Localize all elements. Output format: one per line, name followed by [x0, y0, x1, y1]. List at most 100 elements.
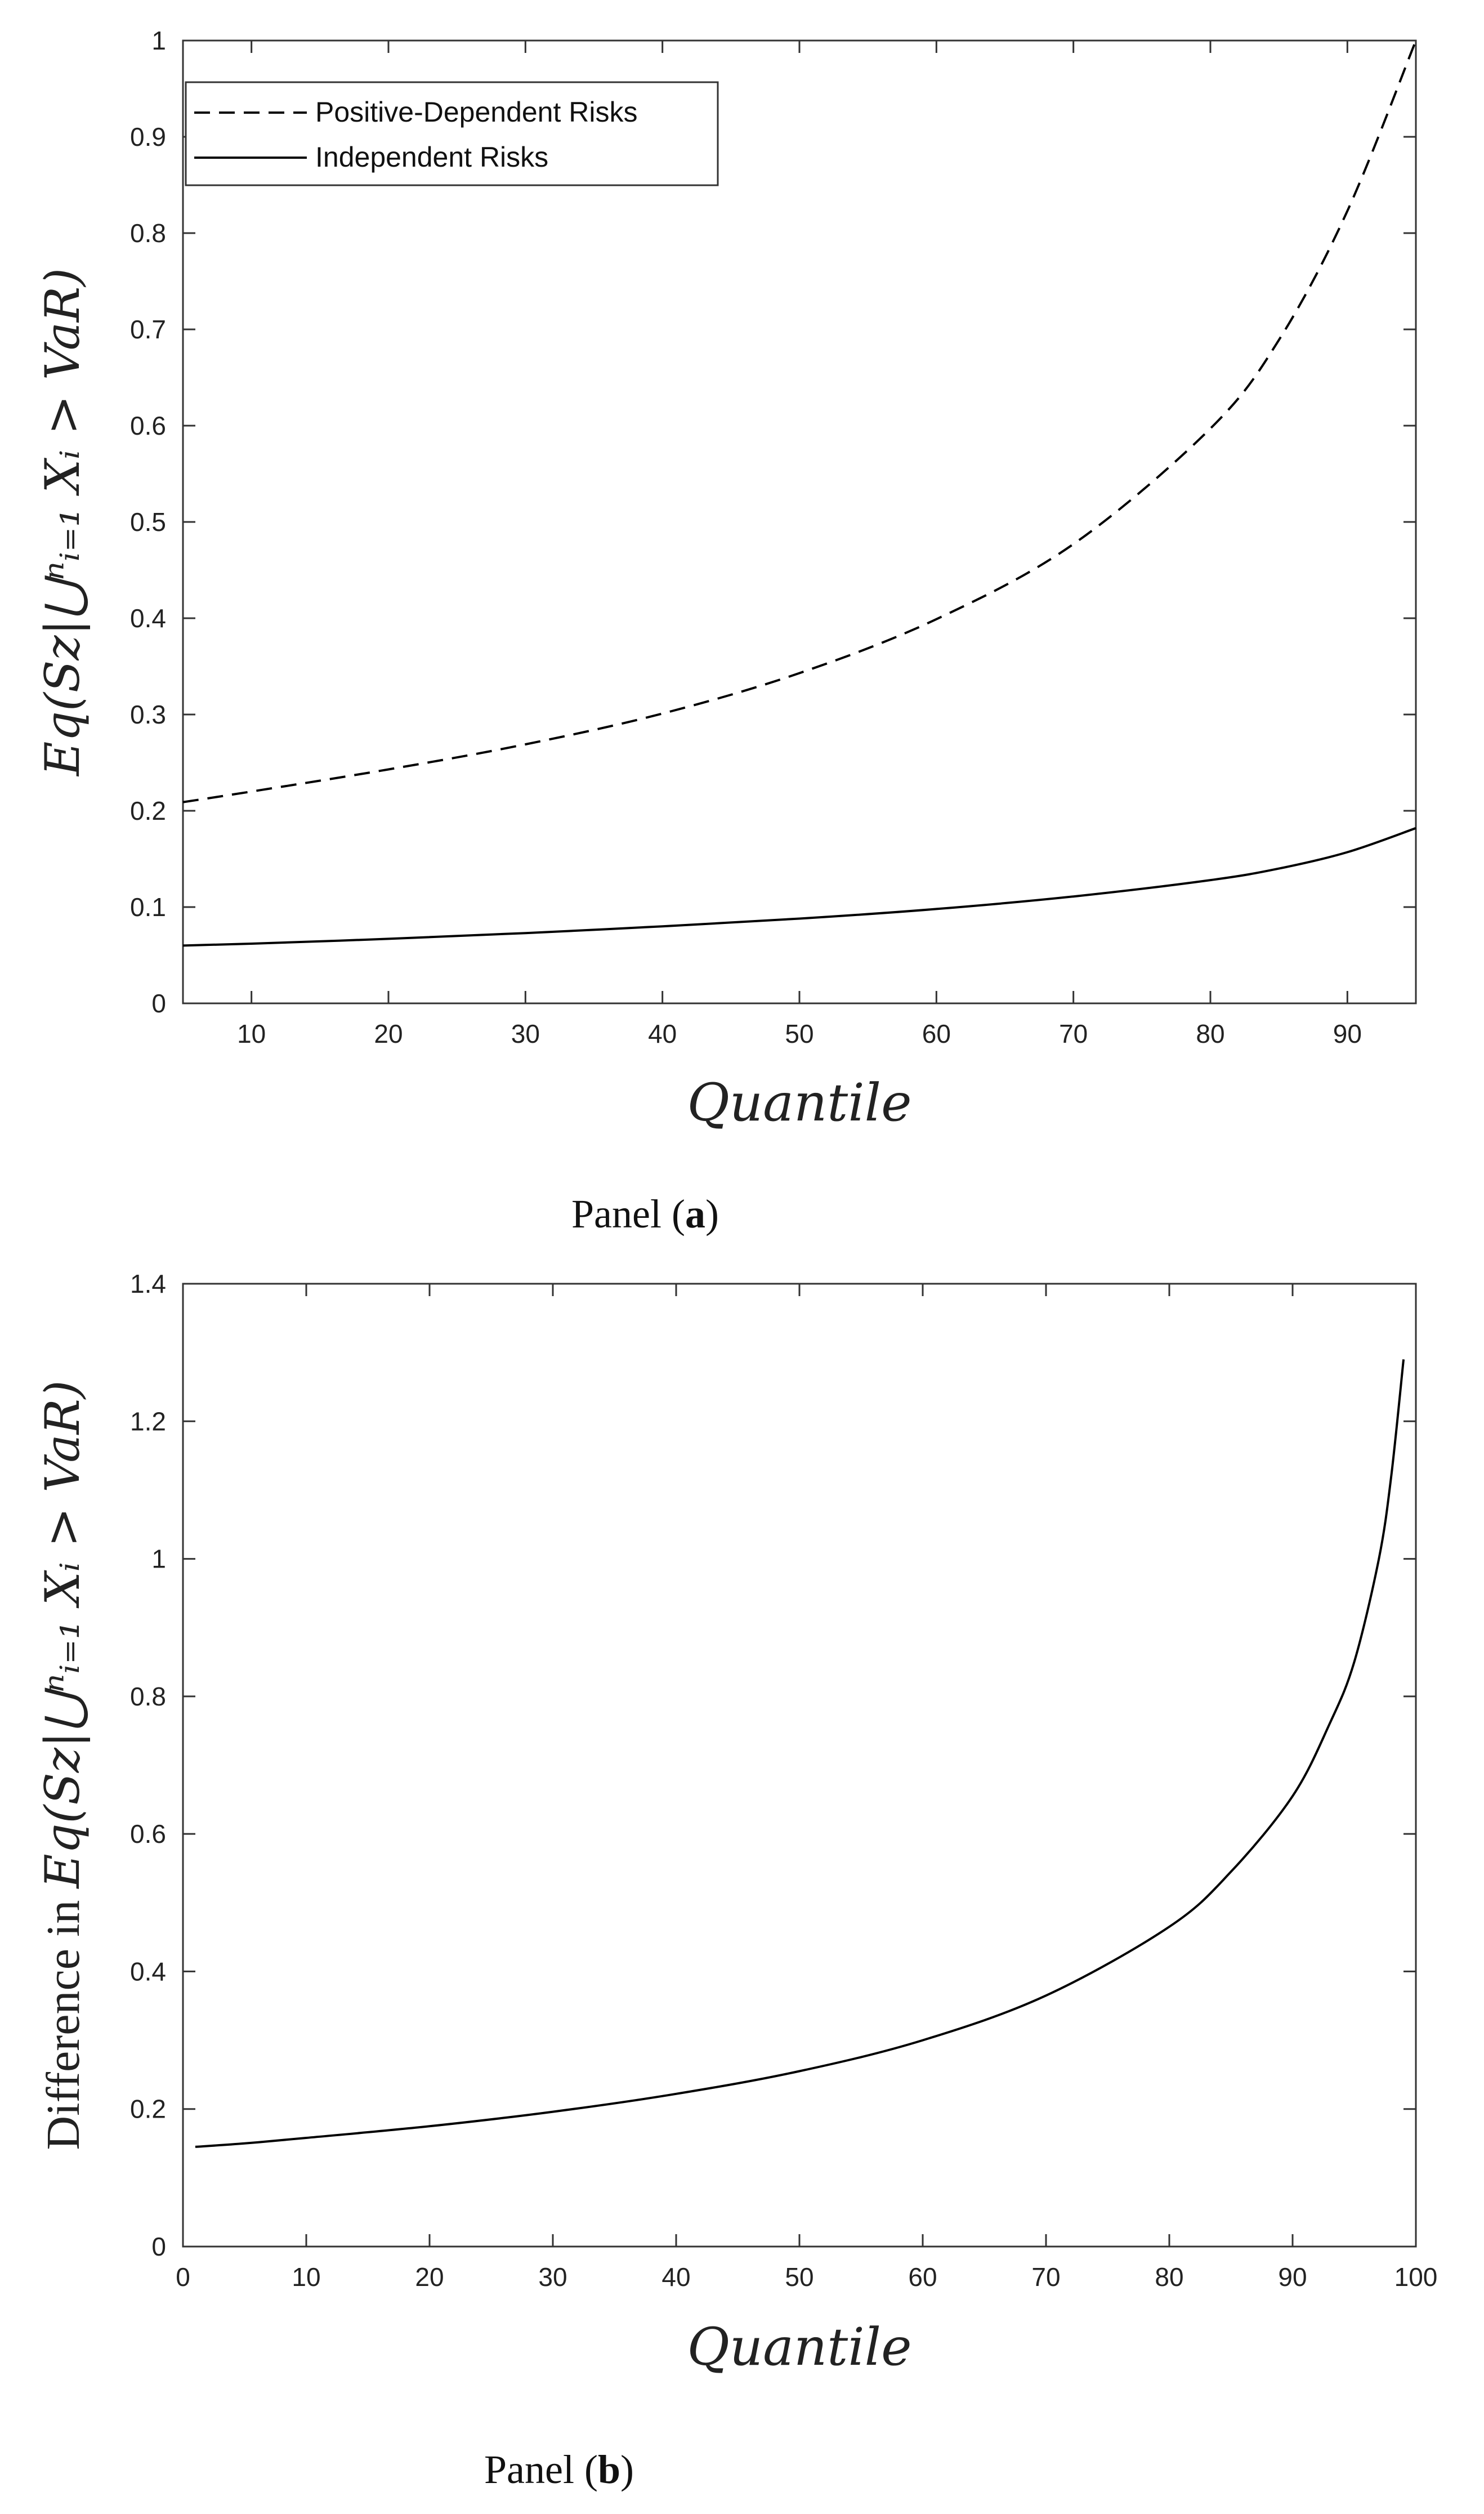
panel-a-data-point: [1210, 879, 1211, 881]
panel-b-data-point: [429, 2125, 430, 2127]
panel-a-x-tick-label: 80: [1196, 1019, 1224, 1048]
panel-a-series-group: [182, 40, 1417, 947]
panel-a-data-point: [1279, 340, 1280, 341]
panel-a-data-point: [662, 713, 663, 714]
panel-a-data-point: [662, 926, 663, 927]
panel-b-y-tick-label: 1.4: [130, 1269, 166, 1298]
panel-b-caption: Panel (b): [484, 2447, 634, 2492]
legend-box: [185, 81, 719, 186]
panel-b-data-point: [1045, 1995, 1047, 1996]
panel-b-data-point: [1292, 1796, 1293, 1797]
panel-a-data-point: [525, 932, 526, 934]
panel-a-data-point: [251, 791, 252, 792]
panel-a-y-tick-label: 0.4: [130, 604, 166, 633]
panel-a-x-tick-label: 70: [1059, 1019, 1088, 1048]
panel-b-data-point: [922, 2040, 923, 2041]
panel-a-y-axis: 0 0.1 0.2 0.3 0.4 0.5 0.6 0.7 0.8 0.9 1: [130, 26, 1416, 1018]
panel-b-data-point: [1169, 1926, 1170, 1927]
panel-b-y-tick-label: 0: [151, 2232, 166, 2261]
panel-a-data-point: [1073, 543, 1074, 544]
panel-a-data-point: [936, 908, 937, 909]
panel-a-data-point: [1347, 852, 1348, 853]
panel-b-x-tick-label: 70: [1031, 2262, 1060, 2292]
legend-label-independent: Independent Risks: [315, 141, 548, 173]
panel-b-x-tick-label: 90: [1278, 2262, 1307, 2292]
panel-b-x-axis-label: Quantile: [687, 2317, 911, 2377]
panel-b-x-tick-label: 60: [908, 2262, 937, 2292]
panel-a-x-tick-label: 40: [648, 1019, 677, 1048]
panel-a-data-point: [1415, 828, 1416, 829]
panel-a-x-axis-label: Quantile: [687, 1073, 911, 1133]
panel-b-x-axis: 0 10 20 30 40 50 60 70 80 90 100: [176, 1284, 1437, 2292]
panel-a-series-line-positive-dependent-risks: [182, 40, 1417, 803]
panel-b-y-tick-label: 0.8: [130, 1682, 166, 1711]
panel-b-data-point: [799, 2071, 800, 2072]
panel-b-x-tick-label: 50: [785, 2262, 813, 2292]
panel-a-data-point: [251, 943, 252, 944]
panel-a-data-point: [182, 802, 184, 803]
panel-a-y-tick-label: 0.5: [130, 507, 166, 537]
panel-b-data-point: [1329, 1723, 1330, 1725]
panel-b-data-point: [1391, 1476, 1392, 1477]
panel-b-data-point: [306, 2137, 307, 2138]
panel-a-data-point: [525, 744, 526, 745]
panel-b-series-group: [195, 1359, 1405, 2148]
panel-a-x-tick-label: 60: [922, 1019, 951, 1048]
panel-b-data-point: [1378, 1559, 1379, 1560]
panel-b-x-tick-label: 40: [661, 2262, 690, 2292]
panel-b-y-tick-label: 1: [151, 1544, 166, 1574]
panel-b-y-tick-label: 0.6: [130, 1819, 166, 1848]
panel-a-data-point: [388, 938, 389, 939]
panel-a-data-point: [936, 619, 937, 620]
panel-a-data-point: [799, 672, 800, 673]
panel-a-data-point: [388, 769, 389, 770]
panel-a-data-point: [1415, 40, 1416, 41]
panel-a-series-line-independent-risks: [182, 827, 1416, 947]
panel-b-data-point: [244, 2143, 245, 2144]
panel-b-y-axis-label: Difference in Eq(Sz|⋃ⁿᵢ₌₁ Xᵢ > VaR): [35, 1381, 90, 2150]
panel-a-y-tick-label: 0.1: [130, 892, 166, 922]
panel-b-y-axis: 0 0.2 0.4 0.6 0.8 1 1.2 1.4: [130, 1269, 1416, 2261]
panel-b-data-point: [1231, 1871, 1232, 1872]
panel-b-x-tick-label: 0: [176, 2262, 190, 2292]
panel-a-x-tick-label: 90: [1333, 1019, 1362, 1048]
panel-a-data-point: [1210, 428, 1211, 429]
panel-a-data-point: [799, 918, 800, 919]
panel-b-x-tick-label: 100: [1394, 2262, 1438, 2292]
panel-a-data-point: [1347, 211, 1348, 212]
panel-b-y-tick-label: 1.2: [130, 1406, 166, 1436]
panel-a-x-axis: 10 20 30 40 50 60 70 80 90: [237, 41, 1362, 1048]
legend-label-positive-dependent: Positive-Dependent Risks: [315, 96, 638, 128]
panel-b-data-point: [552, 2111, 553, 2113]
panel-a-chart: 0 0.1 0.2 0.3 0.4 0.5 0.6 0.7 0.8 0.9 1 10 20 30 40 50…: [35, 26, 1417, 1236]
panel-a-y-tick-label: 1: [151, 26, 166, 55]
panel-b-plot-frame: [182, 1283, 1417, 2248]
panel-b-x-tick-label: 20: [415, 2262, 444, 2292]
panel-a-y-tick-label: 0.6: [130, 411, 166, 440]
panel-a-y-axis-label: Eq(Sz|⋃ⁿᵢ₌₁ Xᵢ > VaR): [35, 268, 90, 777]
panel-a-data-point: [1279, 868, 1280, 869]
panel-b-data-point: [676, 2093, 677, 2095]
panel-a-y-tick-label: 0.3: [130, 700, 166, 729]
panel-a-caption: Panel (a): [571, 1191, 719, 1236]
panel-a-y-tick-label: 0.2: [130, 796, 166, 825]
panel-b-y-tick-label: 0.4: [130, 1957, 166, 1986]
panel-a-data-point: [182, 945, 184, 946]
panel-b-chart: 0 0.2 0.4 0.6 0.8 1 1.2 1.4 0 10 20 30 40 50 60 70 80 90…: [35, 1269, 1437, 2492]
panel-a-y-tick-label: 0.8: [130, 218, 166, 248]
panel-a-x-tick-label: 50: [785, 1019, 813, 1048]
panel-a-legend: Positive-Dependent Risks Independent Ris…: [185, 81, 719, 186]
panel-b-x-tick-label: 80: [1155, 2262, 1183, 2292]
panel-a-x-tick-label: 20: [374, 1019, 403, 1048]
panel-b-data-point: [1403, 1359, 1404, 1360]
panel-b-data-point: [195, 2146, 196, 2147]
panel-a-x-tick-label: 30: [511, 1019, 540, 1048]
panel-b-x-tick-label: 30: [538, 2262, 567, 2292]
panel-b-series-line-difference: [195, 1359, 1405, 2148]
panel-b-data-point: [1354, 1662, 1355, 1663]
panel-b-y-tick-label: 0.2: [130, 2095, 166, 2124]
panel-a-x-tick-label: 10: [237, 1019, 266, 1048]
panel-a-y-tick-label: 0.9: [130, 122, 166, 151]
panel-a-y-tick-label: 0: [151, 989, 166, 1018]
